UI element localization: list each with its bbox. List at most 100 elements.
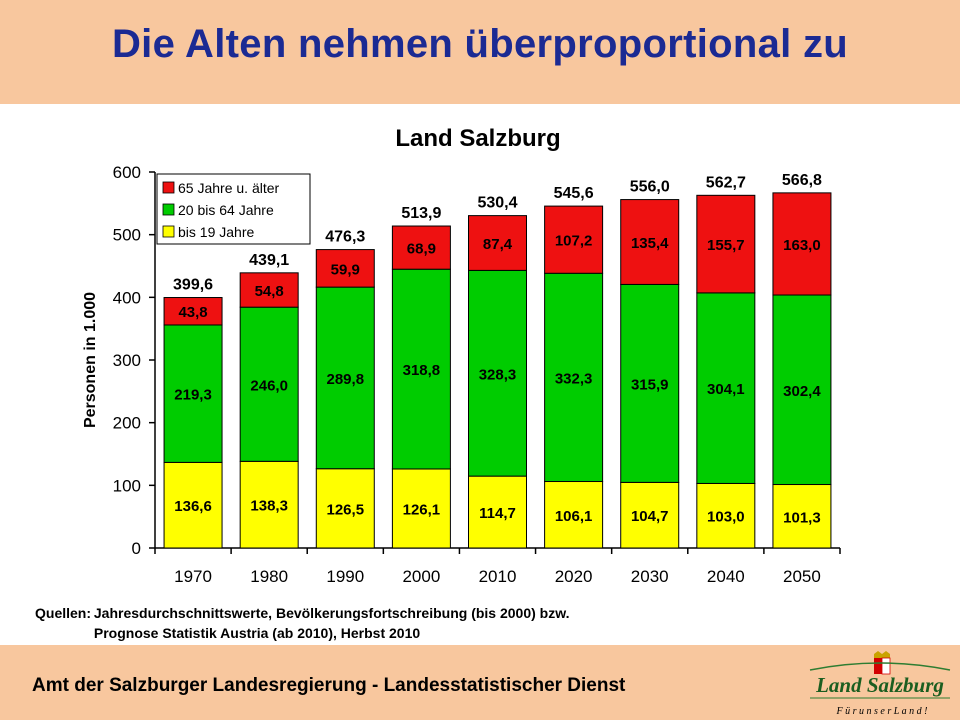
y-tick-label: 400 xyxy=(113,288,141,307)
bar-segment xyxy=(391,468,451,549)
data-label: 103,0 xyxy=(707,509,745,526)
data-label: 135,4 xyxy=(631,235,669,252)
header-band xyxy=(0,0,960,104)
total-label: 545,6 xyxy=(554,185,594,202)
data-label: 126,1 xyxy=(403,501,441,518)
bar-segment xyxy=(620,199,680,285)
bar-segment xyxy=(772,192,832,296)
bar-segment xyxy=(696,292,756,484)
y-tick-label: 600 xyxy=(113,163,141,182)
data-label: 54,8 xyxy=(255,283,284,300)
total-label: 566,8 xyxy=(782,172,822,189)
data-label: 104,7 xyxy=(631,508,669,525)
legend-box xyxy=(156,173,311,245)
y-axis-label: Personen in 1.000 xyxy=(82,292,99,428)
legend-label: 65 Jahre u. älter xyxy=(178,180,280,196)
y-tick-label: 500 xyxy=(113,226,141,245)
data-label: 68,9 xyxy=(407,241,436,258)
stacked-bar-chart: Land Salzburg Personen in 1.000 0 100 200 300… xyxy=(82,125,841,586)
bar-segment xyxy=(544,272,604,483)
sources-label: Quellen: xyxy=(35,605,92,621)
total-label: 513,9 xyxy=(401,205,441,222)
footer-band xyxy=(0,645,960,720)
bar-segment xyxy=(315,468,375,549)
bar-segment xyxy=(239,306,299,462)
land-salzburg-logo: Land Salzburg F ü r u n s e r L a n d ! xyxy=(809,651,951,717)
data-label: 59,9 xyxy=(331,261,360,278)
total-label: 399,6 xyxy=(173,277,213,294)
bar-segment xyxy=(163,461,223,549)
bar-segment xyxy=(772,294,832,486)
bar-segment xyxy=(315,249,375,288)
logo-tagline: F ü r u n s e r L a n d ! xyxy=(836,706,928,717)
total-label: 439,1 xyxy=(249,252,289,269)
bar-segment xyxy=(239,272,299,308)
y-tick-label: 100 xyxy=(113,476,141,495)
x-tick-label: 1990 xyxy=(326,567,364,586)
y-tick-label: 200 xyxy=(113,414,141,433)
coat-of-arms-icon xyxy=(874,651,891,675)
data-label: 219,3 xyxy=(174,387,212,404)
data-label: 328,3 xyxy=(479,366,517,383)
x-tick-label: 2040 xyxy=(707,567,745,586)
data-label: 106,1 xyxy=(555,508,593,525)
x-tick-label: 2030 xyxy=(631,567,669,586)
x-tick-label: 1970 xyxy=(174,567,212,586)
legend-label: 20 bis 64 Jahre xyxy=(178,202,274,218)
sources-line-2: Prognose Statistik Austria (ab 2010), He… xyxy=(93,625,421,641)
bar-segment xyxy=(620,481,680,549)
data-label: 138,3 xyxy=(250,498,288,515)
data-label: 246,0 xyxy=(250,377,288,394)
data-label: 114,7 xyxy=(479,505,516,522)
bar-segment xyxy=(391,225,451,270)
x-tick-label: 2000 xyxy=(402,567,440,586)
x-tick-label: 2050 xyxy=(783,567,821,586)
bar-segment xyxy=(163,324,223,463)
logo-text: Land Salzburg xyxy=(815,673,944,697)
data-label: 163,0 xyxy=(783,237,821,254)
x-tick-label: 2020 xyxy=(555,567,593,586)
total-label: 476,3 xyxy=(325,229,365,246)
bar-segment xyxy=(468,269,527,477)
legend-swatch xyxy=(162,225,175,238)
data-label: 315,9 xyxy=(631,376,669,393)
slide-title: Die Alten nehmen überproportional zu xyxy=(111,22,848,66)
legend-label: bis 19 Jahre xyxy=(178,224,254,240)
data-label: 318,8 xyxy=(403,362,441,379)
bar-segment xyxy=(468,475,527,549)
data-label: 107,2 xyxy=(555,233,593,250)
bar-segment xyxy=(620,283,680,483)
bar-segment xyxy=(163,297,223,326)
bar-segment xyxy=(544,205,604,274)
legend-swatch xyxy=(162,181,175,194)
bar-segment xyxy=(391,268,451,470)
total-label: 562,7 xyxy=(706,174,746,191)
x-tick-label: 1980 xyxy=(250,567,288,586)
x-tick-label: 2010 xyxy=(479,567,517,586)
data-label: 136,6 xyxy=(174,498,212,515)
data-label: 101,3 xyxy=(783,509,821,526)
data-label: 87,4 xyxy=(483,236,513,253)
data-label: 332,3 xyxy=(555,370,593,387)
data-label: 302,4 xyxy=(783,383,821,400)
data-label: 155,7 xyxy=(707,237,745,254)
legend-swatch xyxy=(162,203,175,216)
chart-title: Land Salzburg xyxy=(395,125,560,152)
bar-segment xyxy=(696,482,756,549)
data-label: 289,8 xyxy=(327,371,365,388)
sources-line-1: Jahresdurchschnittswerte, Bevölkerungsfo… xyxy=(93,605,570,621)
total-label: 530,4 xyxy=(477,195,517,212)
data-label: 126,5 xyxy=(327,501,365,518)
bar-segment xyxy=(544,481,604,549)
sources-note: Quellen: Jahresdurchschnittswerte, Bevöl… xyxy=(35,603,570,643)
total-label: 556,0 xyxy=(630,179,670,196)
bar-segment xyxy=(696,194,756,294)
bar-segment xyxy=(468,215,527,271)
y-tick-label: 0 xyxy=(132,539,141,558)
bar-segment xyxy=(772,484,832,549)
data-label: 304,1 xyxy=(707,381,745,398)
data-label: 43,8 xyxy=(178,304,207,321)
logo-arc xyxy=(809,662,951,671)
footer-text: Amt der Salzburger Landesregierung - Lan… xyxy=(32,675,626,696)
y-tick-label: 300 xyxy=(113,351,141,370)
